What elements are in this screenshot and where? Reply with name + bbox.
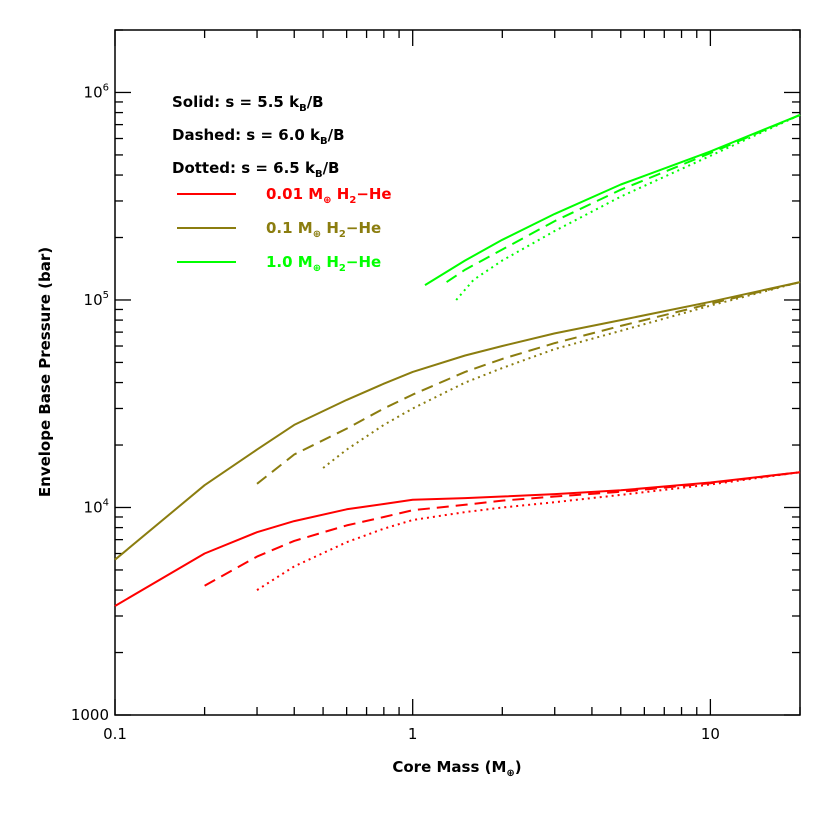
legend-entry-part: H bbox=[321, 253, 339, 271]
legend-note-post: /B bbox=[307, 93, 324, 111]
y-tick-label: 1000 bbox=[71, 706, 109, 724]
legend-entry-part: 0.1 M bbox=[266, 219, 313, 237]
legend-entry-part: H bbox=[332, 185, 350, 203]
legend-style-note: Dashed: s = 6.0 kB/B bbox=[172, 126, 345, 147]
legend-entry-part: 2 bbox=[339, 263, 346, 274]
y-tick-label: 105 bbox=[84, 290, 109, 309]
legend-entry-part: −He bbox=[356, 185, 391, 203]
y-tick-base: 10 bbox=[84, 291, 103, 309]
legend-note-sub: B bbox=[299, 103, 307, 114]
y-tick-exponent: 4 bbox=[103, 497, 109, 508]
legend-entry-part: 0.01 M bbox=[266, 185, 323, 203]
legend-entry-label: 0.1 M⊕ H2−He bbox=[266, 219, 381, 240]
legend-entry-part: −He bbox=[346, 219, 381, 237]
legend-note-text: Dotted: s = 6.5 k bbox=[172, 159, 316, 177]
y-tick-exponent: 5 bbox=[103, 290, 109, 301]
x-axis-label-sub: ⊕ bbox=[506, 768, 514, 779]
series-line-0.01-dotted bbox=[256, 471, 801, 591]
legend-note-post: /B bbox=[323, 159, 340, 177]
legend-entry-part: H bbox=[321, 219, 339, 237]
legend-entry-part: 2 bbox=[349, 195, 356, 206]
y-tick-label: 106 bbox=[84, 82, 109, 101]
x-tick-label: 10 bbox=[701, 725, 720, 743]
axis-ticks bbox=[114, 29, 801, 716]
legend-note-text: Dashed: s = 6.0 k bbox=[172, 126, 321, 144]
series-line-1.0-dotted bbox=[455, 113, 801, 301]
series-line-0.1-dotted bbox=[322, 281, 801, 469]
legend-note-post: /B bbox=[328, 126, 345, 144]
plot-frame bbox=[114, 29, 801, 716]
series-line-1.0-solid bbox=[424, 113, 801, 286]
y-tick-base: 10 bbox=[84, 498, 103, 516]
legend-entry-part: 1.0 M bbox=[266, 253, 313, 271]
series-line-0.01-solid bbox=[114, 471, 801, 607]
legend-style-note: Dotted: s = 6.5 kB/B bbox=[172, 159, 340, 180]
y-tick-base: 1000 bbox=[71, 706, 109, 724]
series-line-0.1-solid bbox=[114, 281, 801, 561]
legend-note-sub: B bbox=[320, 136, 328, 147]
legend-entry-label: 1.0 M⊕ H2−He bbox=[266, 253, 381, 274]
x-axis-label: Core Mass (M⊕) bbox=[392, 758, 521, 779]
legend-entry-part: ⊕ bbox=[323, 195, 331, 206]
legend-entry-part: ⊕ bbox=[313, 229, 321, 240]
data-series bbox=[114, 113, 801, 607]
series-line-0.01-dashed bbox=[204, 471, 801, 587]
x-tick-label: 1 bbox=[408, 725, 418, 743]
x-axis-label-post: ) bbox=[515, 758, 522, 776]
y-axis-label: Envelope Base Pressure (bar) bbox=[36, 247, 54, 497]
series-line-1.0-dashed bbox=[446, 113, 801, 283]
y-tick-label: 104 bbox=[84, 497, 109, 516]
series-line-0.1-dashed bbox=[256, 281, 801, 485]
x-tick-label: 0.1 bbox=[103, 725, 127, 743]
legend-entry-part: ⊕ bbox=[313, 263, 321, 274]
legend-entry-part: −He bbox=[346, 253, 381, 271]
legend-entry-part: 2 bbox=[339, 229, 346, 240]
x-axis-label-pre: Core Mass (M bbox=[392, 758, 506, 776]
legend-style-note: Solid: s = 5.5 kB/B bbox=[172, 93, 324, 114]
y-tick-base: 10 bbox=[84, 83, 103, 101]
legend-note-sub: B bbox=[315, 169, 323, 180]
y-tick-exponent: 6 bbox=[103, 82, 109, 93]
legend-note-text: Solid: s = 5.5 k bbox=[172, 93, 300, 111]
legend-entry-label: 0.01 M⊕ H2−He bbox=[266, 185, 392, 206]
